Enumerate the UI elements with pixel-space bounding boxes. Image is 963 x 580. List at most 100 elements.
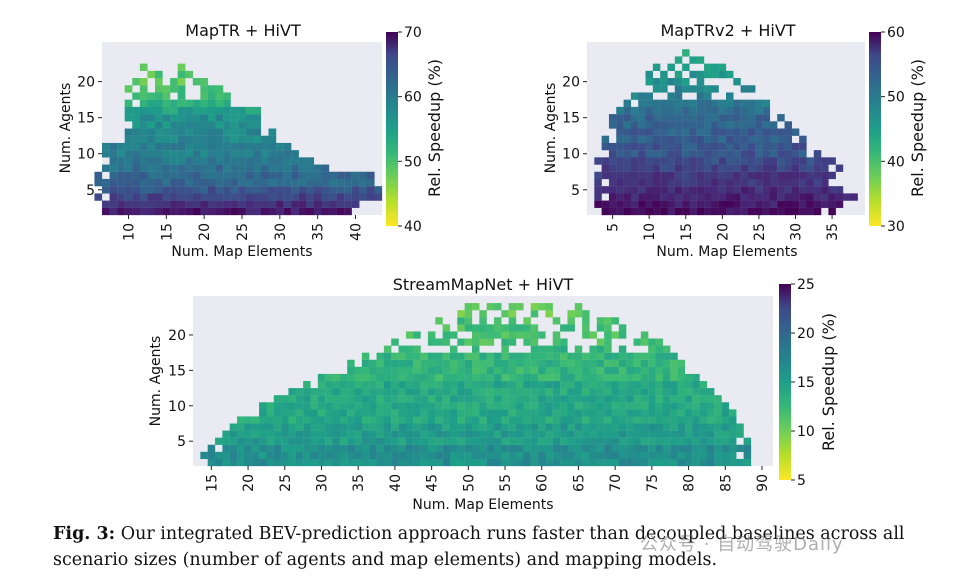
heatmap-cell — [769, 157, 778, 165]
heatmap-cell — [660, 142, 668, 151]
heatmap-cell — [147, 135, 156, 144]
heatmap-cell — [298, 186, 307, 194]
heatmap-cell — [604, 345, 612, 353]
heatmap-cell — [479, 331, 487, 339]
heatmap-cell — [660, 186, 668, 194]
heatmap-cell — [442, 430, 451, 438]
heatmap-cell — [699, 381, 708, 389]
heatmap-cell — [347, 359, 355, 367]
heatmap-cell — [655, 423, 664, 431]
heatmap-cell — [655, 437, 664, 445]
heatmap-cell — [791, 178, 800, 187]
heatmap-cell — [376, 416, 385, 424]
heatmap-cell — [633, 402, 641, 410]
heatmap-cell — [630, 207, 639, 216]
heatmap-cell — [755, 135, 763, 144]
x-tick-label: 65 — [571, 474, 587, 492]
heatmap-cell — [711, 70, 719, 79]
heatmap-cell — [806, 171, 814, 180]
heatmap-cell — [604, 430, 612, 438]
heatmap-cell — [704, 106, 712, 115]
heatmap-cell — [611, 388, 619, 396]
heatmap-cell — [743, 444, 752, 452]
heatmap-cell — [516, 381, 524, 389]
heatmap-cell — [237, 437, 245, 445]
colorbar-tick-label: 70 — [404, 25, 422, 41]
heatmap-cell — [237, 430, 245, 438]
heatmap-cell — [147, 178, 156, 187]
heatmap-cell — [332, 388, 340, 396]
heatmap-cell — [230, 193, 239, 201]
heatmap-cell — [721, 416, 730, 424]
heatmap-cell — [329, 186, 337, 194]
heatmap-cell — [740, 114, 749, 122]
heatmap-cell — [589, 366, 597, 375]
heatmap-cell — [132, 193, 140, 201]
heatmap-cell — [109, 193, 118, 201]
heatmap-cell — [405, 331, 414, 339]
heatmap-cell — [670, 458, 678, 467]
heatmap-cell — [486, 430, 495, 438]
heatmap-cell — [376, 366, 385, 375]
heatmap-cell — [207, 207, 216, 216]
heatmap-cell — [721, 409, 730, 417]
heatmap-cell — [435, 423, 443, 431]
heatmap-cell — [253, 164, 262, 172]
heatmap-cell — [689, 121, 697, 129]
heatmap-cell — [321, 178, 330, 187]
heatmap-cell — [200, 121, 209, 129]
heatmap-cell — [449, 423, 458, 431]
heatmap-cell — [567, 395, 575, 403]
heatmap-cell — [457, 310, 465, 318]
heatmap-cell — [523, 458, 531, 467]
heatmap-cell — [626, 409, 634, 417]
x-tick-label: 75 — [645, 474, 661, 492]
heatmap-cell — [336, 193, 345, 201]
heatmap-cell — [747, 121, 756, 129]
heatmap-cell — [813, 186, 822, 194]
heatmap-cell — [589, 402, 597, 410]
x-tick-label: 55 — [498, 474, 514, 492]
heatmap-cell — [667, 92, 675, 100]
heatmap-cell — [398, 402, 407, 410]
heatmap-cell — [682, 128, 690, 136]
heatmap-cell — [310, 458, 318, 467]
heatmap-cell — [560, 409, 568, 417]
heatmap-cell — [185, 207, 193, 216]
heatmap-cell — [486, 423, 495, 431]
heatmap-cell — [674, 70, 683, 79]
heatmap-cell — [132, 128, 140, 136]
heatmap-cell — [574, 416, 583, 424]
heatmap-cell — [339, 402, 348, 410]
heatmap-cell — [733, 186, 741, 194]
heatmap-cell — [391, 444, 399, 452]
heatmap-cell — [427, 430, 436, 438]
heatmap-cell — [736, 430, 744, 438]
heatmap-cell — [630, 150, 639, 158]
heatmap-cell — [398, 416, 407, 424]
heatmap-cell — [616, 128, 624, 136]
heatmap-cell — [124, 142, 133, 151]
heatmap-cell — [626, 430, 634, 438]
x-tick-label: 20 — [197, 223, 213, 241]
heatmap-cell — [689, 200, 697, 208]
heatmap-cell — [640, 373, 649, 382]
heatmap-cell — [449, 331, 458, 339]
heatmap-cell — [501, 402, 509, 410]
heatmap-cell — [185, 178, 193, 187]
heatmap-cell — [479, 423, 487, 431]
heatmap-cell — [560, 373, 568, 382]
heatmap-cell — [139, 135, 148, 144]
heatmap-cell — [574, 388, 583, 396]
heatmap-cell — [230, 200, 239, 208]
heatmap-cell — [538, 451, 546, 460]
heatmap-cell — [238, 114, 246, 122]
heatmap-cell — [806, 178, 814, 187]
heatmap-cell — [310, 388, 318, 396]
heatmap-cell — [344, 200, 352, 208]
heatmap-cell — [567, 437, 575, 445]
heatmap-cell — [162, 121, 171, 129]
heatmap-cell — [154, 70, 163, 79]
heatmap-cell — [177, 135, 186, 144]
heatmap-cell — [523, 388, 531, 396]
